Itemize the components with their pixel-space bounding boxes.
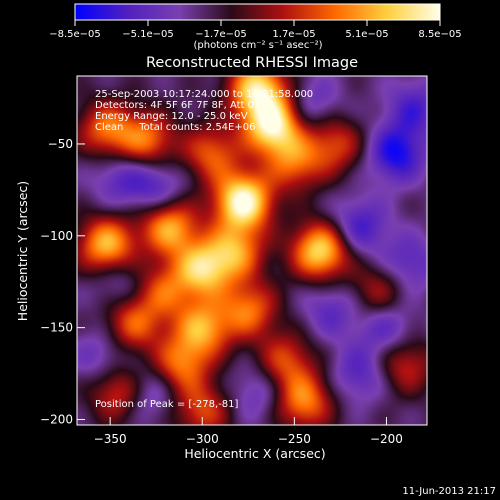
heatmap-image bbox=[77, 76, 427, 425]
x-tick-label: −200 bbox=[370, 432, 403, 446]
annotation-detectors: Detectors: 4F 5F 6F 7F 8F, Att 0 bbox=[95, 100, 254, 111]
peak-position-label: Position of Peak = [-278,-81] bbox=[95, 399, 239, 410]
annotation-clean-counts: Clean Total counts: 2.54E+06 bbox=[95, 122, 255, 133]
annotation-time-range: 25-Sep-2003 10:17:24.000 to 10:21:58.000 bbox=[95, 89, 313, 100]
x-axis-label: Heliocentric X (arcsec) bbox=[184, 446, 325, 461]
colorbar-ticks: −8.5e−05 −5.1e−05 −1.7e−05 1.7e−05 5.1e−05 8.… bbox=[49, 20, 462, 40]
y-tick-label: −200 bbox=[40, 412, 73, 426]
annotation-energy-range: Energy Range: 12.0 - 25.0 keV bbox=[95, 111, 248, 122]
y-tick-label: −50 bbox=[48, 137, 73, 151]
colorbar-tick-label: 5.1e−05 bbox=[345, 29, 388, 40]
plot-frame bbox=[76, 75, 428, 426]
colorbar-tick-label: −1.7e−05 bbox=[195, 29, 247, 40]
colorbar-tick-label: −5.1e−05 bbox=[122, 29, 174, 40]
y-tick-label: −100 bbox=[40, 229, 73, 243]
annotation-block: 25-Sep-2003 10:17:24.000 to 10:21:58.000… bbox=[95, 89, 313, 133]
y-axis-label: Heliocentric Y (arcsec) bbox=[15, 181, 30, 321]
colorbar-tick-label: 8.5e−05 bbox=[418, 29, 461, 40]
colorbar bbox=[74, 3, 441, 21]
x-tick-label: −250 bbox=[278, 432, 311, 446]
x-tick-label: −300 bbox=[186, 432, 219, 446]
y-axis-ticks: −50 −100 −150 −200 bbox=[40, 137, 85, 426]
colorbar-tick-label: 1.7e−05 bbox=[272, 29, 315, 40]
chart-title: Reconstructed RHESSI Image bbox=[146, 55, 358, 71]
x-axis-ticks: −350 −300 −250 −200 bbox=[94, 417, 403, 446]
footer-timestamp: 11-Jun-2013 21:17 bbox=[402, 486, 496, 497]
colorbar-tick-label: −8.5e−05 bbox=[49, 29, 101, 40]
y-tick-label: −150 bbox=[40, 321, 73, 335]
x-tick-label: −350 bbox=[94, 432, 127, 446]
colorbar-label: (photons cm⁻² s⁻¹ asec⁻²) bbox=[193, 40, 322, 51]
